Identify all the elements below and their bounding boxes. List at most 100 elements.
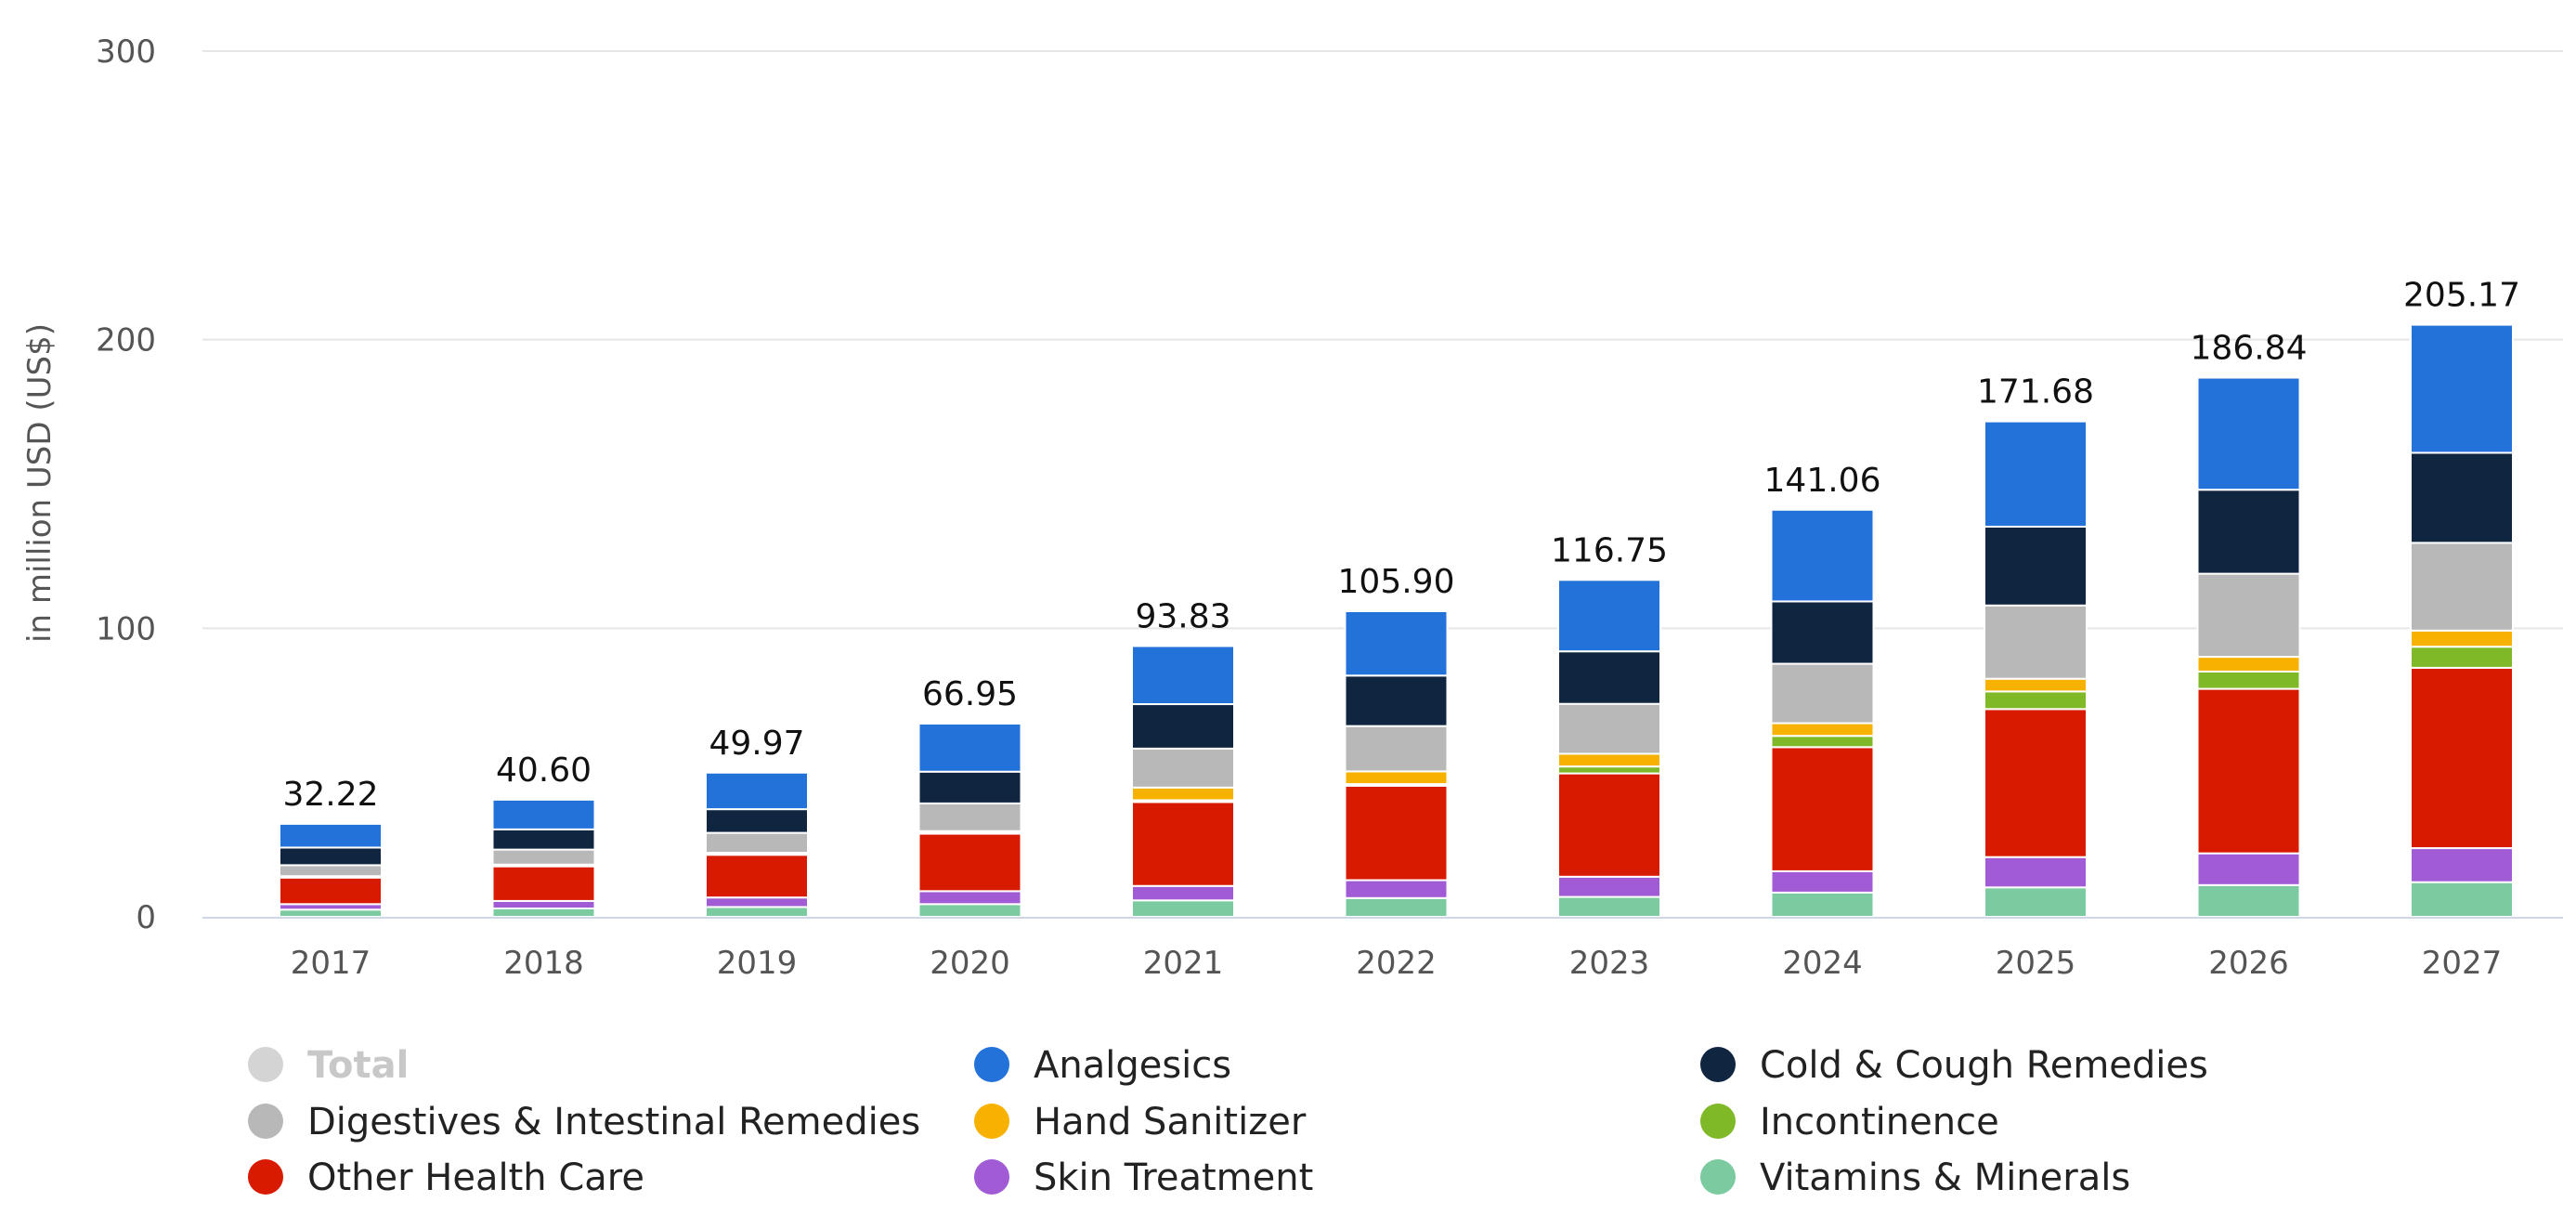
bar-segment[interactable] (1344, 879, 1449, 899)
bar-segment[interactable] (1344, 770, 1449, 786)
bar-segment[interactable] (2410, 451, 2514, 544)
bar-segment[interactable] (1557, 752, 1661, 768)
y-tick-label: 200 (96, 322, 156, 359)
bar-segment[interactable] (279, 822, 383, 849)
bars[interactable] (279, 323, 2514, 919)
bar-segment[interactable] (1344, 674, 1449, 727)
legend-item[interactable]: Skin Treatment (974, 1156, 1313, 1199)
bar-segment[interactable] (279, 846, 383, 867)
bar-stack-2023[interactable] (1557, 579, 1661, 919)
bar-segment[interactable] (491, 798, 596, 830)
bar-stack-2024[interactable] (1770, 508, 1875, 918)
bar-segment[interactable] (1131, 645, 1235, 706)
bar-segment[interactable] (2410, 542, 2514, 632)
bar-segment[interactable] (917, 723, 1022, 773)
bar-segment[interactable] (917, 802, 1022, 832)
bar-segment[interactable] (1344, 610, 1449, 677)
bar-segment[interactable] (1557, 772, 1661, 878)
bar-segment[interactable] (2196, 572, 2301, 659)
bar-segment[interactable] (1984, 525, 2088, 607)
bar-segment[interactable] (491, 907, 596, 918)
bar-stack-2019[interactable] (705, 771, 809, 918)
bar-segment[interactable] (2410, 646, 2514, 669)
bar-segment[interactable] (1131, 801, 1235, 887)
bar-segment[interactable] (1344, 725, 1449, 773)
bar-segment[interactable] (705, 896, 809, 908)
bar-segment[interactable] (491, 899, 596, 909)
bar-segment[interactable] (917, 890, 1022, 906)
legend[interactable]: Total Analgesics Cold & Cough Remedies Dige… (248, 1044, 2208, 1199)
bar-segment[interactable] (2196, 489, 2301, 575)
bar-stack-2027[interactable] (2410, 323, 2514, 918)
bar-segment[interactable] (2196, 376, 2301, 491)
legend-item[interactable]: Total (248, 1044, 409, 1087)
legend-item[interactable]: Vitamins & Minerals (1700, 1156, 2130, 1199)
bar-segment[interactable] (1770, 746, 1875, 872)
bar-segment[interactable] (1344, 784, 1449, 882)
bar-segment[interactable] (1770, 662, 1875, 725)
bar-segment[interactable] (279, 908, 383, 919)
bar-segment[interactable] (2196, 852, 2301, 886)
bar-segment[interactable] (1131, 884, 1235, 902)
bar-segment[interactable] (1770, 735, 1875, 749)
bar-stack-2025[interactable] (1984, 420, 2088, 919)
bar-segment[interactable] (491, 865, 596, 902)
bar-segment[interactable] (1557, 702, 1661, 755)
legend-item[interactable]: Analgesics (974, 1044, 1231, 1087)
bar-segment[interactable] (1131, 747, 1235, 789)
bar-stack-2020[interactable] (917, 723, 1022, 919)
bar-segment[interactable] (1984, 690, 2088, 711)
bar-segment[interactable] (1557, 765, 1661, 775)
bar-segment[interactable] (1770, 869, 1875, 894)
bar-segment[interactable] (2196, 687, 2301, 855)
bar-segment[interactable] (2196, 656, 2301, 673)
bar-segment[interactable] (1131, 899, 1235, 918)
bar-segment[interactable] (2410, 666, 2514, 850)
legend-item[interactable]: Cold & Cough Remedies (1700, 1044, 2208, 1087)
bar-segment[interactable] (705, 771, 809, 811)
legend-item[interactable]: Incontinence (1700, 1101, 1999, 1143)
legend-item[interactable]: Digestives & Intestinal Remedies (248, 1101, 920, 1143)
bar-segment[interactable] (491, 848, 596, 866)
bar-segment[interactable] (1984, 708, 2088, 858)
bar-segment[interactable] (2410, 881, 2514, 918)
legend-item[interactable]: Other Health Care (248, 1156, 644, 1199)
bar-segment[interactable] (2410, 847, 2514, 883)
bar-segment[interactable] (1770, 508, 1875, 603)
bar-segment[interactable] (1770, 891, 1875, 918)
bar-segment[interactable] (279, 876, 383, 906)
bar-segment[interactable] (705, 831, 809, 855)
bar-stack-2022[interactable] (1344, 610, 1449, 918)
bar-segment[interactable] (1557, 875, 1661, 898)
bar-segment[interactable] (917, 903, 1022, 919)
bar-segment[interactable] (1984, 886, 2088, 919)
bar-segment[interactable] (1984, 677, 2088, 693)
bar-stack-2026[interactable] (2196, 376, 2301, 918)
bar-segment[interactable] (2410, 323, 2514, 454)
legend-item[interactable]: Hand Sanitizer (974, 1101, 1307, 1143)
bar-segment[interactable] (2196, 883, 2301, 918)
bar-segment[interactable] (1770, 722, 1875, 738)
bar-segment[interactable] (1770, 600, 1875, 665)
bar-segment[interactable] (1344, 896, 1449, 918)
bar-stack-2017[interactable] (279, 822, 383, 919)
bar-segment[interactable] (1131, 786, 1235, 802)
bar-segment[interactable] (917, 832, 1022, 893)
bar-segment[interactable] (1557, 650, 1661, 705)
bar-segment[interactable] (1984, 420, 2088, 528)
bar-segment[interactable] (1984, 856, 2088, 889)
bar-stack-2021[interactable] (1131, 645, 1235, 918)
bar-segment[interactable] (917, 770, 1022, 804)
bar-segment[interactable] (1557, 579, 1661, 653)
bar-segment[interactable] (705, 854, 809, 899)
bar-segment[interactable] (1131, 703, 1235, 750)
bar-stack-2018[interactable] (491, 798, 596, 918)
bar-segment[interactable] (491, 828, 596, 851)
bar-segment[interactable] (705, 808, 809, 834)
bar-segment[interactable] (2196, 670, 2301, 690)
bar-segment[interactable] (2410, 629, 2514, 648)
bar-segment[interactable] (279, 864, 383, 878)
bar-segment[interactable] (1984, 604, 2088, 680)
bar-segment[interactable] (705, 906, 809, 918)
bar-segment[interactable] (1557, 895, 1661, 919)
